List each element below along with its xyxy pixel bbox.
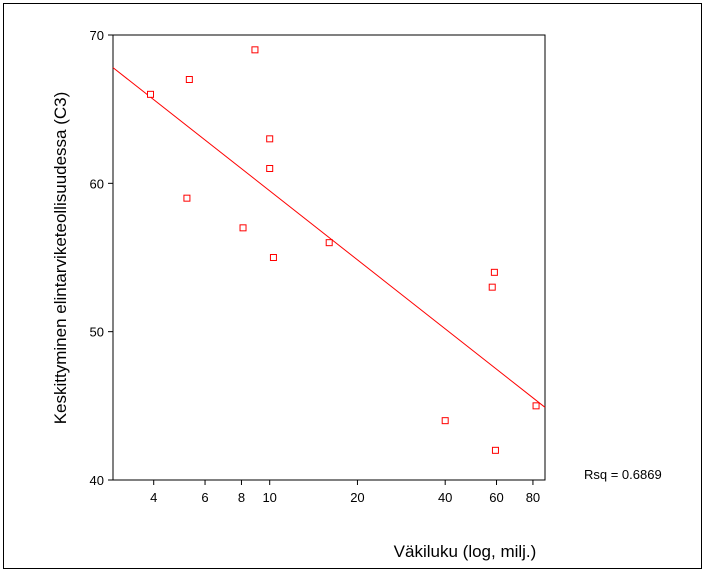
x-tick-label: 20 — [350, 490, 364, 505]
plot-area — [112, 34, 546, 481]
data-point — [185, 76, 193, 83]
chart-frame — [3, 3, 702, 569]
x-tick-label: 10 — [262, 490, 276, 505]
x-axis-title: Väkiluku (log, milj.) — [394, 542, 537, 561]
data-point — [147, 90, 155, 98]
x-tick-label: 6 — [201, 490, 208, 505]
data-point — [490, 268, 498, 276]
data-point — [266, 135, 274, 143]
regression-line — [112, 67, 546, 408]
data-point — [266, 165, 274, 172]
rsq-annotation: Rsq = 0.6869 — [584, 467, 662, 482]
x-tick-label: 8 — [238, 490, 245, 505]
y-tick-label: 50 — [90, 325, 104, 340]
y-tick-label: 70 — [90, 28, 104, 43]
x-tick-label: 4 — [150, 490, 157, 505]
y-tick-label: 40 — [90, 473, 104, 488]
data-point — [269, 254, 277, 261]
x-tick-label: 40 — [438, 490, 452, 505]
data-point — [441, 417, 449, 425]
y-tick-label: 60 — [90, 176, 104, 191]
x-axis: 4 6 8 10 20 40 60 80 — [150, 480, 540, 505]
y-axis-title: Keskittyminen elintarviketeollisuudessa … — [51, 92, 70, 425]
data-point — [325, 239, 333, 247]
data-point — [239, 224, 247, 232]
x-tick-label: 60 — [489, 490, 503, 505]
data-point — [491, 446, 499, 454]
data-point — [183, 194, 191, 202]
scatter-points — [147, 46, 540, 454]
data-point — [488, 283, 496, 291]
data-point — [251, 46, 259, 54]
x-tick-label: 80 — [526, 490, 540, 505]
data-point — [532, 402, 540, 410]
y-axis: 40 50 60 70 — [90, 28, 113, 488]
